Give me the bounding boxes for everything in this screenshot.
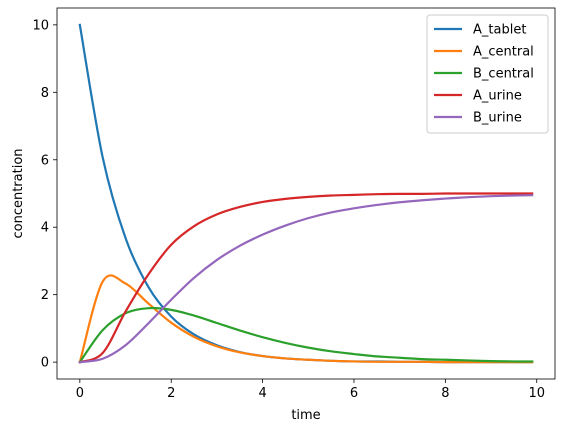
series-line-b-urine [78, 194, 534, 364]
y-tick-label: 4 [41, 221, 49, 236]
series-line-a-urine [78, 192, 534, 364]
x-tick-label: 6 [350, 386, 358, 401]
y-tick-label: 8 [41, 86, 49, 101]
x-axis-label: time [291, 408, 320, 423]
y-tick-label: 10 [32, 18, 49, 33]
x-tick-label: 8 [441, 386, 449, 401]
series-line-b-central [78, 306, 534, 364]
y-tick-label: 2 [41, 288, 49, 303]
legend-label: B_urine [473, 111, 522, 126]
series-line-a-central [78, 274, 534, 364]
legend: A_tablet A_central B_central A_urine B_urine [426, 14, 549, 134]
legend-label: A_central [473, 45, 534, 60]
x-tick-label: 0 [76, 386, 84, 401]
x-tick-label: 2 [167, 386, 175, 401]
y-axis-ticks: 0 2 4 6 8 10 [32, 18, 57, 371]
x-tick-label: 10 [528, 386, 545, 401]
plot-lines [78, 23, 534, 364]
legend-label: A_tablet [473, 23, 526, 38]
legend-label: A_urine [473, 89, 522, 104]
legend-label: B_central [473, 67, 534, 82]
x-axis-ticks: 0 2 4 6 8 10 [76, 379, 545, 401]
y-tick-label: 6 [41, 153, 49, 168]
y-tick-label: 0 [41, 356, 49, 371]
x-tick-label: 4 [258, 386, 266, 401]
legend-box [426, 14, 549, 134]
y-axis-label: concentration [11, 148, 26, 238]
axes-frame [56, 7, 556, 380]
